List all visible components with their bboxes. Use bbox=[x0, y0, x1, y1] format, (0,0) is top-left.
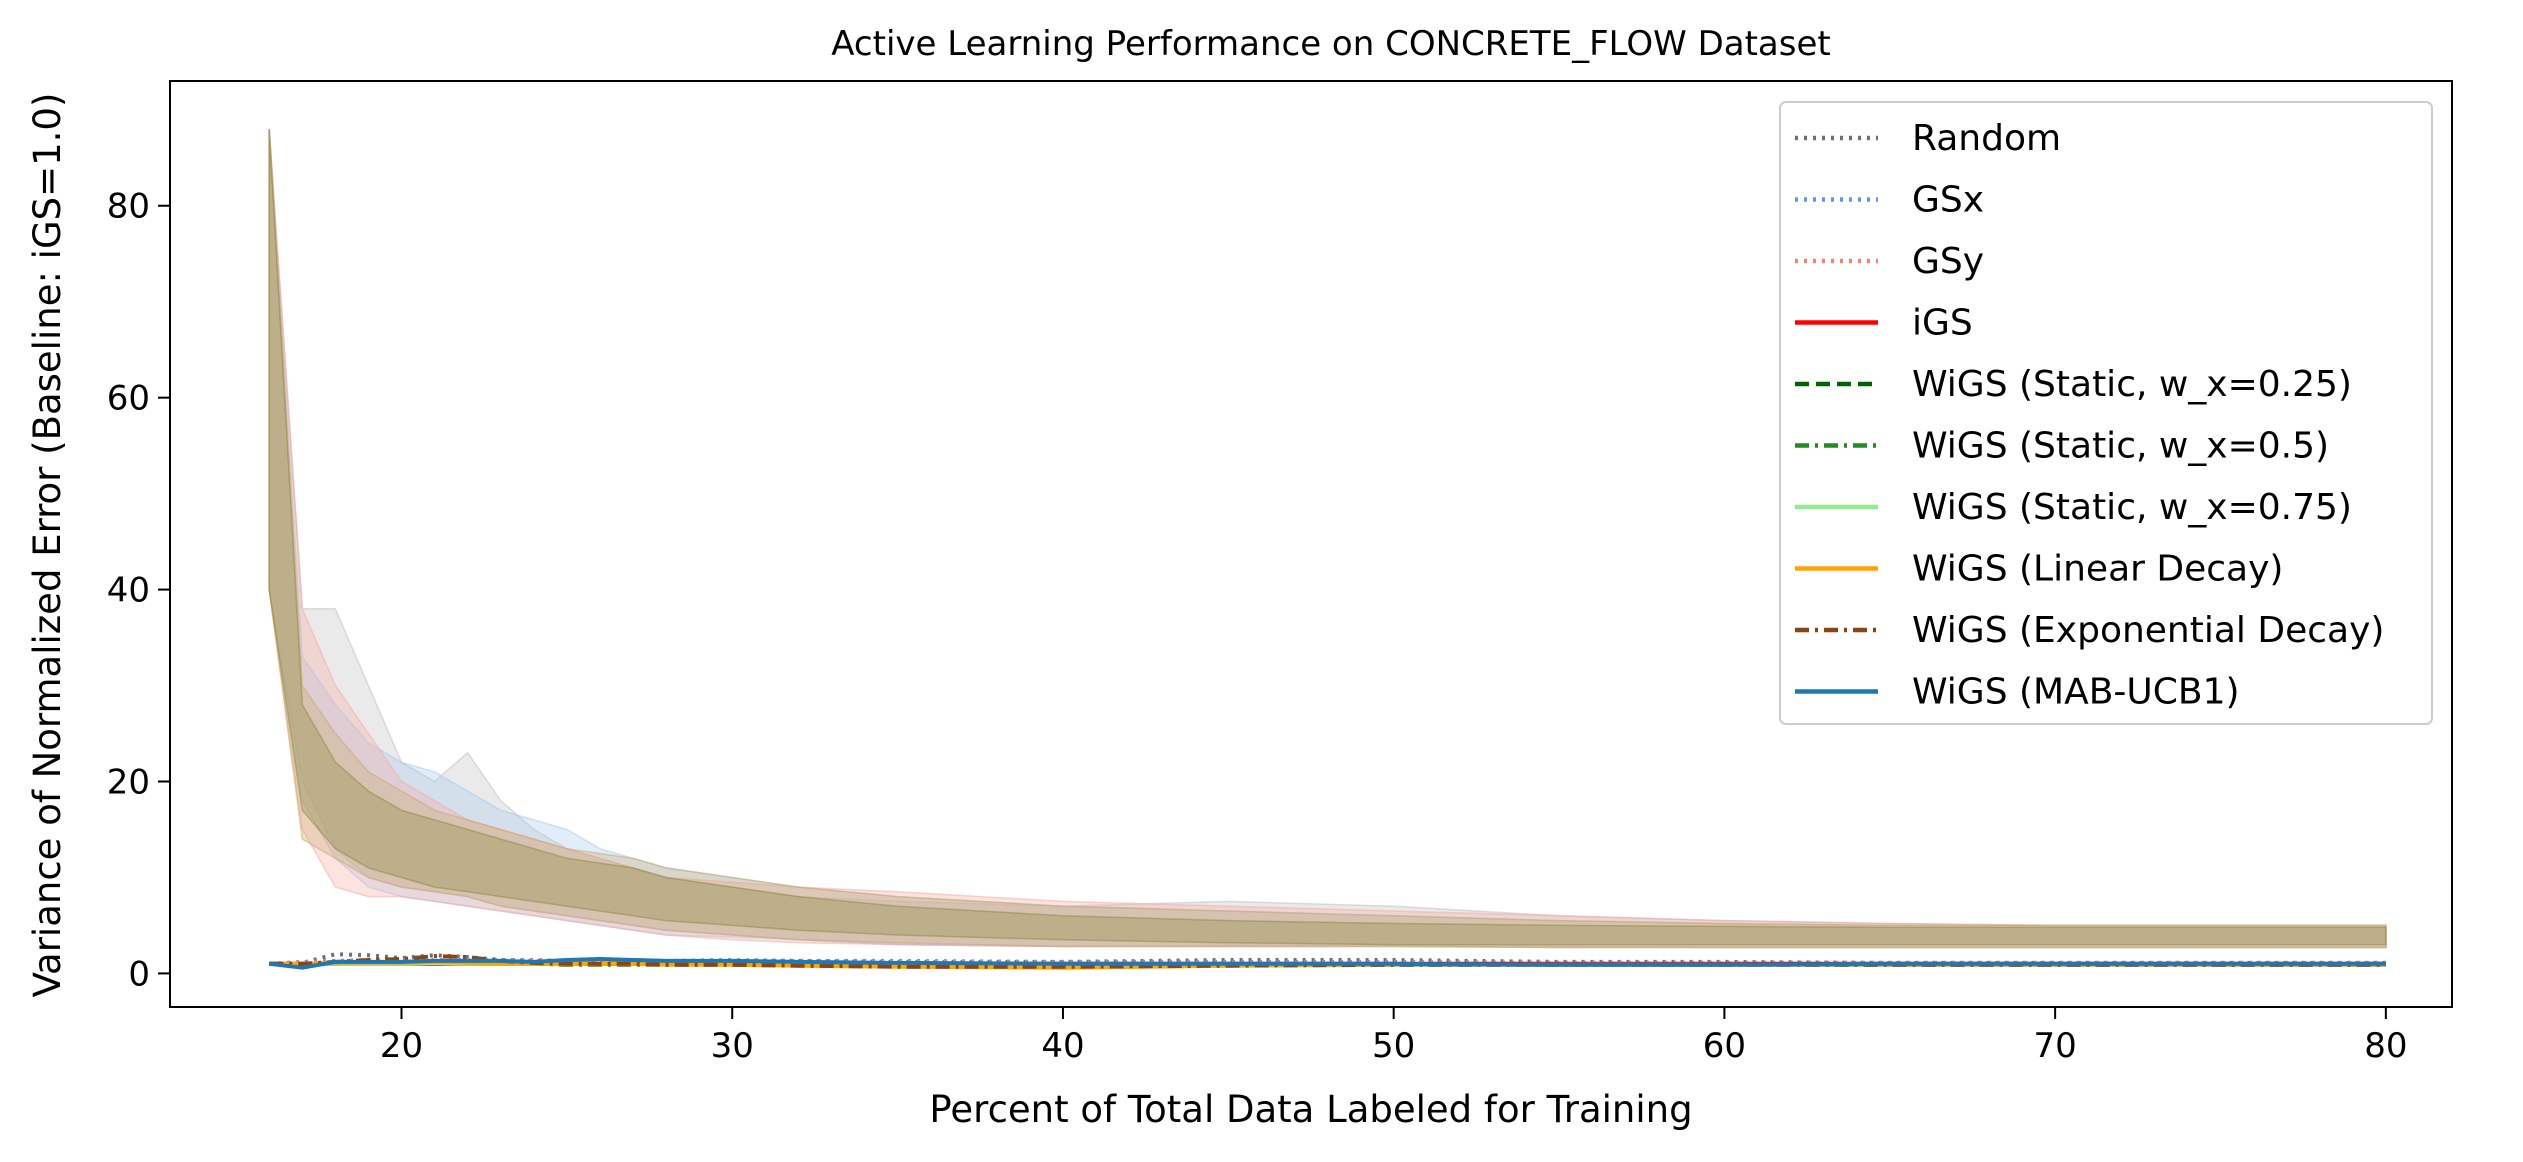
legend-label-1: GSx bbox=[1912, 180, 1984, 221]
y-tick-label: 20 bbox=[107, 762, 150, 802]
y-axis-label: Variance of Normalized Error (Baseline: … bbox=[26, 93, 69, 998]
legend: Random GSx GSy iGS WiGS (Static, w_x=0.25) Wi… bbox=[1779, 101, 2433, 725]
confidence-band-4 bbox=[268, 128, 2387, 946]
x-tick-label: 40 bbox=[1041, 1026, 1084, 1066]
confidence-bands bbox=[268, 128, 2387, 949]
legend-label-0: Random bbox=[1912, 118, 2061, 159]
legend-label-3: iGS bbox=[1912, 303, 1973, 344]
y-tick-label: 80 bbox=[107, 187, 150, 227]
y-tick-label: 40 bbox=[107, 571, 150, 611]
x-tick-label: 20 bbox=[380, 1026, 423, 1066]
x-tick-label: 80 bbox=[2364, 1026, 2407, 1066]
confidence-band-3 bbox=[268, 128, 2387, 949]
legend-items: Random GSx GSy iGS WiGS (Static, w_x=0.25) Wi… bbox=[1795, 118, 2384, 713]
chart-title: Active Learning Performance on CONCRETE_… bbox=[831, 24, 1830, 64]
y-tick-label: 0 bbox=[128, 954, 150, 994]
legend-label-7: WiGS (Linear Decay) bbox=[1912, 549, 2283, 590]
legend-label-9: WiGS (MAB-UCB1) bbox=[1912, 672, 2240, 713]
y-axis-ticks: 0 20 40 60 80 bbox=[107, 187, 170, 994]
legend-label-8: WiGS (Exponential Decay) bbox=[1912, 610, 2384, 651]
legend-box bbox=[1779, 101, 2433, 725]
x-tick-label: 30 bbox=[711, 1026, 754, 1066]
legend-label-4: WiGS (Static, w_x=0.25) bbox=[1912, 364, 2352, 405]
x-axis-label: Percent of Total Data Labeled for Traini… bbox=[929, 1088, 1692, 1131]
x-tick-label: 70 bbox=[2033, 1026, 2076, 1066]
legend-label-5: WiGS (Static, w_x=0.5) bbox=[1912, 426, 2329, 467]
legend-label-6: WiGS (Static, w_x=0.75) bbox=[1912, 487, 2352, 528]
plot-frame bbox=[169, 80, 2453, 1008]
series-lines bbox=[268, 952, 2386, 970]
y-tick-label: 60 bbox=[107, 379, 150, 419]
x-tick-label: 60 bbox=[1703, 1026, 1746, 1066]
legend-label-2: GSy bbox=[1912, 241, 1984, 282]
series-line-9 bbox=[268, 957, 2386, 970]
x-axis-ticks: 20 30 40 50 60 70 80 bbox=[380, 1007, 2407, 1066]
x-tick-label: 50 bbox=[1372, 1026, 1415, 1066]
